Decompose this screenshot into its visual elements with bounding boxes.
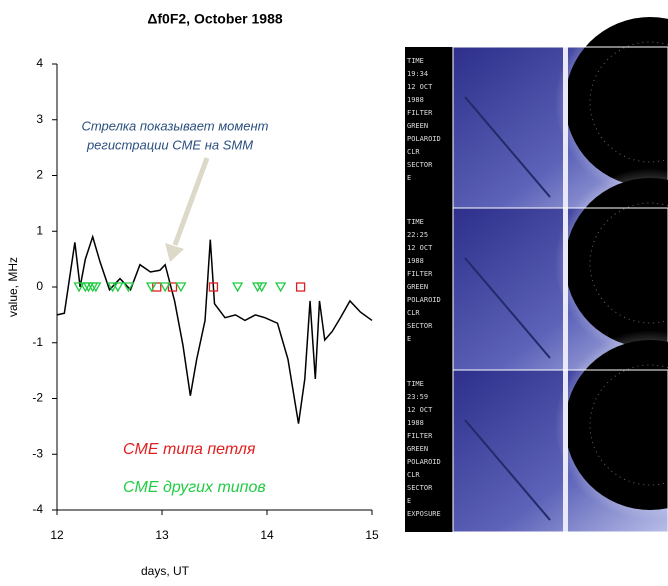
image-caption: 12 OCT xyxy=(407,83,433,91)
image-caption: SECTOR xyxy=(407,484,433,492)
image-caption: 19:34 xyxy=(407,70,428,78)
image-caption: POLAROID xyxy=(407,135,441,143)
chart-title: Δf0F2, October 1988 xyxy=(147,11,283,27)
x-tick-label: 13 xyxy=(155,528,169,542)
occulter xyxy=(565,17,668,187)
pylon xyxy=(563,47,568,209)
streak xyxy=(464,96,551,198)
cme-loop-marker xyxy=(152,282,162,292)
cme-other-marker xyxy=(107,282,119,293)
image-caption: POLAROID xyxy=(407,458,441,466)
cme-other-marker xyxy=(90,282,102,293)
panel-border xyxy=(452,369,668,533)
y-tick-label: 1 xyxy=(36,223,43,237)
cme-other-marker xyxy=(256,282,268,293)
image-caption: 1988 xyxy=(407,257,424,265)
image-caption: GREEN xyxy=(407,445,428,453)
image-caption: GREEN xyxy=(407,283,428,291)
cme-loop-marker xyxy=(167,282,178,292)
cme-other-marker xyxy=(275,282,287,293)
annotation: Стрелка показывает момент xyxy=(81,118,268,133)
data-line xyxy=(56,234,373,424)
image-caption: GREEN xyxy=(407,122,428,130)
image-caption: EXPOSURE xyxy=(407,510,441,518)
y-tick-label: -3 xyxy=(32,446,43,460)
image-caption: POLAROID xyxy=(407,296,441,304)
image-caption: 1988 xyxy=(407,419,424,427)
image-caption: CLR xyxy=(407,148,420,156)
image-caption: 22:25 xyxy=(407,231,428,239)
legend-entry: CME типа петля xyxy=(123,441,256,458)
image-caption: FILTER xyxy=(407,109,433,117)
cme-loop-marker xyxy=(208,282,219,292)
y-tick-label: 4 xyxy=(36,56,43,70)
arrow-shaft xyxy=(172,157,210,246)
cme-other-marker xyxy=(145,282,158,293)
image-caption: E xyxy=(407,335,411,343)
image-caption: TIME xyxy=(407,218,424,226)
cme-other-marker xyxy=(231,282,244,293)
image-caption: 1988 xyxy=(407,96,424,104)
cme-other-marker xyxy=(112,282,124,293)
y-axis-label: value, MHz xyxy=(6,257,20,317)
image-side-panel xyxy=(405,208,453,370)
y-tick-label: 3 xyxy=(36,112,43,126)
image-side-panel xyxy=(405,370,453,532)
legend-entry: CME других типов xyxy=(123,479,266,496)
image-caption: SECTOR xyxy=(407,322,433,330)
y-tick-label: -1 xyxy=(32,335,43,349)
cme-other-marker xyxy=(73,282,85,293)
image-caption: E xyxy=(407,497,411,505)
image-caption: 12 OCT xyxy=(407,244,433,252)
x-tick-label: 12 xyxy=(50,528,64,542)
cme-other-marker xyxy=(122,282,135,293)
arrow-head xyxy=(165,243,184,262)
image-caption: FILTER xyxy=(407,432,433,440)
x-axis-label: days, UT xyxy=(141,564,190,578)
image-side-panel xyxy=(405,47,453,209)
annotation: регистрации CME на SMM xyxy=(86,137,253,152)
streak xyxy=(464,419,551,521)
y-tick-label: -4 xyxy=(32,502,43,516)
pylon xyxy=(563,370,568,532)
y-tick-label: 2 xyxy=(36,168,43,182)
image-caption: FILTER xyxy=(407,270,433,278)
cme-other-marker xyxy=(175,282,187,293)
image-caption: TIME xyxy=(407,57,424,65)
image-caption: 12 OCT xyxy=(407,406,433,414)
cme-other-marker xyxy=(159,282,171,293)
y-tick-label: -2 xyxy=(32,391,43,405)
coronagraph-images: TIME 19:34 12 OCT 1988 FILTER GREEN POLAROID CL… xyxy=(405,7,668,533)
image-caption: CLR xyxy=(407,309,420,317)
image-caption: E xyxy=(407,174,411,182)
x-tick-label: 15 xyxy=(365,528,379,542)
image-caption: CLR xyxy=(407,471,420,479)
image-caption: SECTOR xyxy=(407,161,433,169)
image-caption: 23:59 xyxy=(407,393,428,401)
streak xyxy=(464,257,551,359)
cme-loop-marker xyxy=(295,282,306,292)
y-tick-label: 0 xyxy=(36,279,43,293)
occulter xyxy=(565,340,668,510)
occulter xyxy=(565,178,668,348)
x-tick-label: 14 xyxy=(260,528,274,542)
pylon xyxy=(563,208,568,370)
image-caption: TIME xyxy=(407,380,424,388)
